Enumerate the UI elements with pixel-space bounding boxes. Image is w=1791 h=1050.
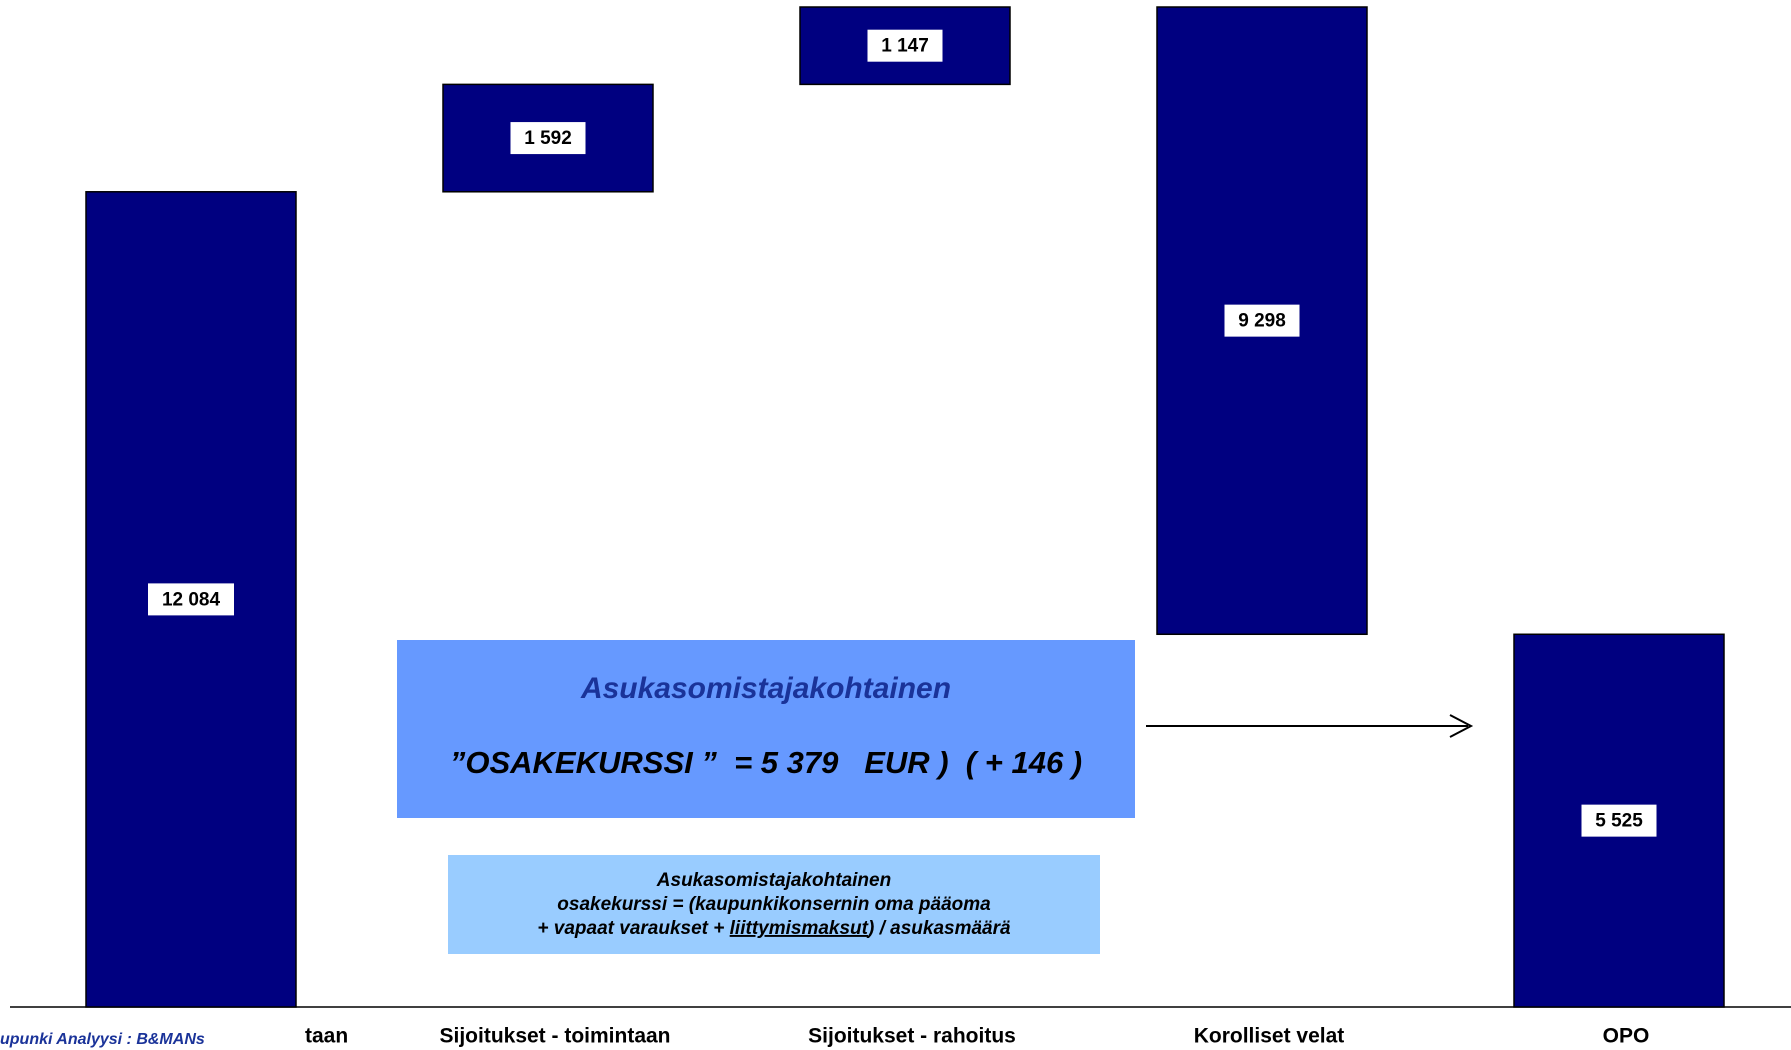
value-label-box (510, 122, 586, 155)
value-label: 5 525 (1595, 811, 1643, 832)
annotation-title: Asukasomistajakohtainen (580, 672, 951, 705)
value-label-box (148, 583, 234, 616)
annotation-part: + vapaat varaukset + (537, 918, 729, 939)
annotation-text: + vapaat varaukset + liittymismaksut) / … (537, 918, 1011, 939)
arrow-head (1449, 714, 1474, 738)
annotation-part: liittymismaksut (730, 918, 869, 939)
footer: upunki Analyysi : B&MANs (0, 1031, 205, 1048)
value-label-box (1581, 804, 1657, 837)
annotation-text: Asukasomistajakohtainen (656, 870, 891, 891)
annotation-part: ) / asukasmäärä (866, 918, 1011, 939)
value-label: 1 592 (524, 128, 572, 149)
x-tick-label: Sijoitukset - rahoitus (808, 1025, 1016, 1048)
value-label: 1 147 (881, 36, 929, 57)
annotation-text: osakekurssi = (kaupunkikonsernin oma pää… (557, 894, 991, 915)
annotation-text: ”OSAKEKURSSI ” = 5 379 EUR ) ( + 146 ) (450, 745, 1082, 780)
annotation-box (397, 640, 1135, 818)
value-label-box (867, 29, 943, 62)
value-label: 9 298 (1238, 311, 1286, 332)
value-label-box (1224, 304, 1300, 337)
x-tick-label: Korolliset velat (1194, 1025, 1345, 1048)
bar (85, 191, 297, 1008)
annotation-box (448, 855, 1100, 954)
x-tick-label: taan (305, 1025, 348, 1048)
x-tick-label: OPO (1603, 1025, 1650, 1048)
value-label: 12 084 (162, 589, 221, 610)
x-tick-label: Sijoitukset - toimintaan (439, 1025, 670, 1048)
